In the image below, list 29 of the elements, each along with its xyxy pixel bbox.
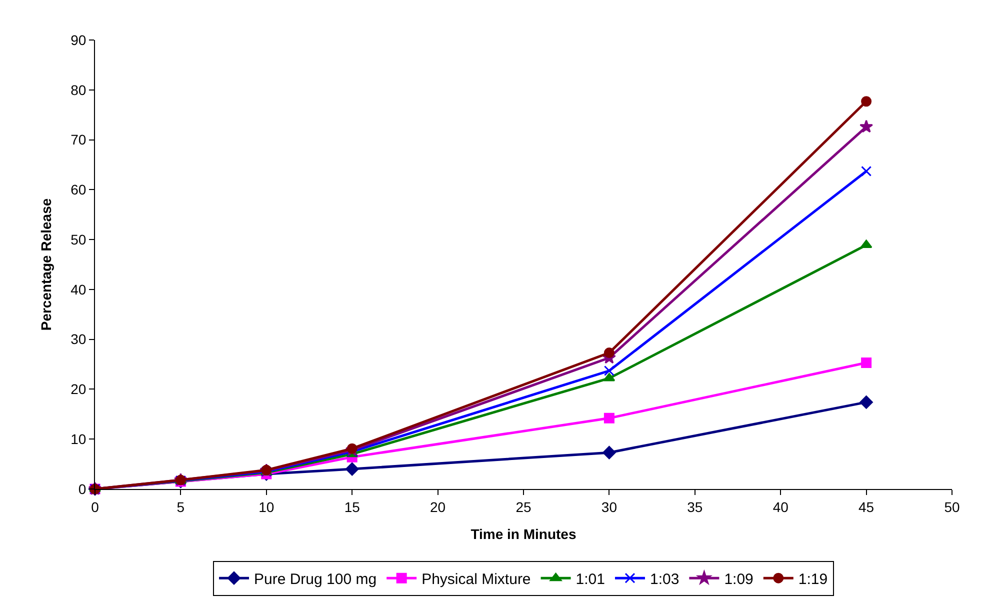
y-tick-label: 10 xyxy=(70,431,86,448)
y-tick-label: 0 xyxy=(78,480,86,497)
x-tick-label: 35 xyxy=(687,498,703,515)
x-tick-label: 20 xyxy=(430,498,446,515)
y-tick-label: 20 xyxy=(70,381,86,398)
legend-label: 1:09 xyxy=(724,570,754,588)
x-tick-label: 50 xyxy=(944,498,960,515)
legend-label: 1:19 xyxy=(798,570,828,588)
x-tick-label: 30 xyxy=(601,498,618,515)
x-tick-label: 5 xyxy=(176,498,185,515)
y-tick-label: 90 xyxy=(70,32,86,48)
x-tick-label: 45 xyxy=(858,498,874,515)
legend-label: 1:03 xyxy=(650,570,680,588)
x-tick-label: 10 xyxy=(258,498,274,515)
y-tick-label: 70 xyxy=(70,132,86,148)
x-axis-title: Time in Minutes xyxy=(470,526,576,542)
legend-label: Pure Drug 100 mg xyxy=(254,570,377,588)
x-tick-label: 25 xyxy=(516,498,532,515)
y-tick-label: 80 xyxy=(70,82,86,98)
y-tick-label: 30 xyxy=(70,331,86,348)
x-tick-label: 40 xyxy=(772,498,789,515)
y-tick-label: 50 xyxy=(70,231,86,248)
x-tick-label: 0 xyxy=(91,498,100,515)
y-tick-label: 40 xyxy=(70,281,86,298)
y-tick-label: 60 xyxy=(70,182,86,198)
legend-label: 1:01 xyxy=(576,570,605,588)
y-axis-title: Percentage Release xyxy=(38,198,54,331)
x-tick-label: 15 xyxy=(344,498,360,515)
legend-label: Physical Mixture xyxy=(422,570,531,588)
